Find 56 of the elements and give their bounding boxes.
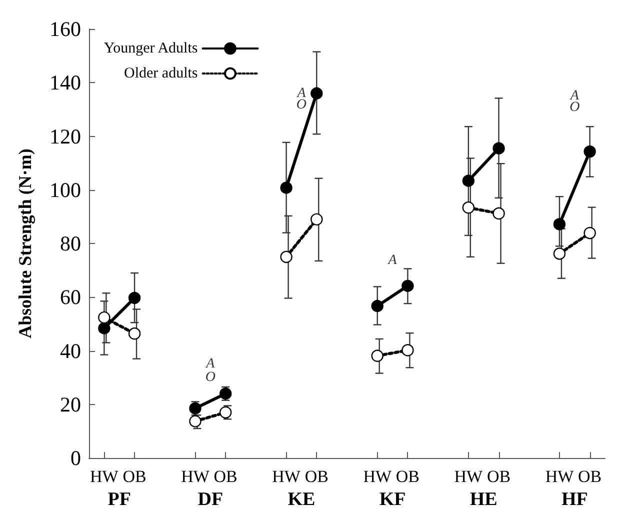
point (98, 322, 110, 334)
y-tick-label: 40 (60, 338, 81, 363)
annotation: O (205, 370, 216, 386)
x-tick-label: OB (578, 467, 602, 486)
text: DF (198, 489, 224, 510)
y-tick-label: 160 (50, 17, 81, 41)
y-tick-label: 100 (50, 178, 81, 202)
x-tick-label: HW (181, 467, 210, 486)
point (371, 350, 384, 362)
y-tick-label: 80 (60, 232, 81, 256)
annotation: A (205, 356, 216, 372)
legend-label: Younger Adults (104, 40, 198, 56)
x-tick-label: OB (214, 467, 238, 486)
x-tick-label: OB (486, 467, 511, 486)
x-tick-label: HW (363, 467, 392, 486)
annotation: O (296, 98, 307, 113)
x-tick-label: OB (396, 467, 420, 486)
point (492, 207, 505, 220)
point (553, 218, 566, 230)
point (128, 327, 141, 340)
point (462, 174, 475, 187)
point (220, 406, 232, 419)
x-tick-label: HW (272, 467, 302, 486)
x-tick-label: OB (304, 467, 328, 486)
y-tick-label: 0 (70, 446, 81, 470)
point (402, 344, 414, 356)
text: KE (288, 489, 316, 510)
y-axis-title: Absolute Strength (N·m) (15, 148, 35, 338)
point (402, 280, 414, 292)
point (371, 300, 384, 312)
annotation: O (570, 100, 580, 115)
text: HF (561, 489, 588, 510)
legend-label: Older adults (124, 66, 198, 82)
x-tick-label: HW (454, 467, 484, 486)
point (310, 87, 323, 100)
x-tick-label: OB (122, 467, 146, 486)
y-tick-label: 20 (60, 392, 81, 416)
text: PF (108, 489, 131, 510)
y-tick-label: 140 (50, 70, 81, 95)
x-tick-label: HW (90, 467, 120, 486)
point (492, 142, 505, 154)
point (280, 182, 292, 194)
point (584, 226, 596, 240)
point (462, 201, 475, 214)
x-tick-label: HW (545, 467, 575, 486)
point (128, 292, 141, 304)
text: KF (379, 489, 406, 510)
point (553, 248, 566, 260)
point (310, 213, 323, 226)
point (584, 145, 596, 158)
y-tick-label: 120 (50, 124, 81, 148)
text: HE (470, 489, 498, 510)
y-tick-label: 60 (60, 285, 81, 310)
annotation: A (387, 252, 398, 268)
point (98, 311, 110, 324)
point (280, 250, 292, 264)
